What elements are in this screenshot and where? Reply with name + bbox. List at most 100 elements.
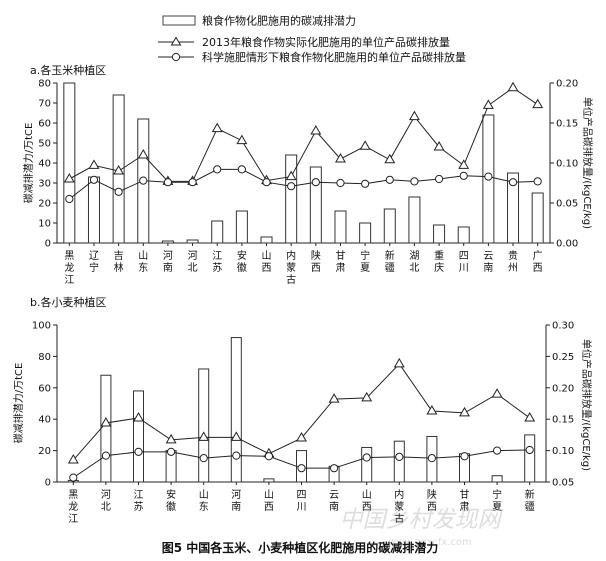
panel-b-right-tick-label: 0.25 bbox=[552, 352, 574, 363]
panel-b-category-label: 新疆 bbox=[525, 488, 535, 513]
panel-b-scientific-point bbox=[493, 446, 502, 455]
panel-a-bar bbox=[383, 208, 396, 244]
panel-a-scientific-point bbox=[434, 174, 444, 184]
panel-a-left-tick-label: 40 bbox=[38, 159, 51, 170]
panel-b-bar bbox=[263, 478, 275, 483]
legend-scientific-label: 科学施肥情形下粮食作物化肥施用的单位产品碳排放量 bbox=[202, 50, 466, 64]
panel-a-scientific-point bbox=[508, 178, 518, 187]
panel-b-actual-point bbox=[133, 411, 144, 422]
figure-caption: 图5 中国各玉米、小麦种植区化肥施用的碳减排潜力 bbox=[162, 540, 439, 555]
watermark-url: www.zgxcfx.com bbox=[388, 537, 472, 548]
panel-b-bar bbox=[198, 368, 210, 483]
panel-b-scientific-point bbox=[69, 473, 78, 482]
panel-b-bar bbox=[491, 475, 503, 483]
panel-b-scientific-point bbox=[525, 445, 534, 455]
panel-a-actual-point bbox=[482, 99, 494, 109]
panel-a-category-label: 山东 bbox=[138, 250, 148, 274]
panel-a-category-label: 云南 bbox=[483, 251, 493, 274]
panel-a-left-axis-label: 碳减排潜力/万tCE bbox=[22, 123, 35, 204]
panel-b-category-label: 云南 bbox=[329, 490, 339, 513]
panel-b-right-tick-label: 0.15 bbox=[552, 415, 574, 426]
panel-a-scientific-point bbox=[385, 175, 394, 184]
panel-b-actual-point bbox=[459, 406, 470, 417]
panel-a-category-label: 辽宁 bbox=[89, 250, 99, 274]
panel-b-left-tick-label: 60 bbox=[38, 383, 51, 394]
panel-b-actual-point bbox=[67, 454, 79, 464]
panel-a-scientific-point bbox=[459, 171, 468, 180]
panel-a-right-axis-label: 单位产品碳排放量/(kgCE/kg) bbox=[581, 97, 594, 229]
panel-a-corn-chart: a.各玉米种植区 碳减排潜力/万tCE 单位产品碳排放量/(kgCE/kg) 0… bbox=[22, 63, 594, 286]
panel-a-left-tick-label: 10 bbox=[38, 219, 51, 230]
panel-a-actual-point bbox=[63, 172, 75, 183]
legend: 粮食作物化肥施用的碳减排潜力 2013年粮食作物实际化肥施用的单位产品碳排放量 … bbox=[158, 14, 466, 64]
panel-a-category-label: 吉林 bbox=[114, 250, 124, 274]
panel-a-category-label: 陕西 bbox=[311, 249, 321, 274]
panel-a-category-label: 内蒙古 bbox=[286, 249, 296, 286]
panel-a-category-label: 黑龙江 bbox=[64, 250, 74, 286]
panel-a-category-label: 江苏 bbox=[212, 250, 222, 274]
panel-a-bar bbox=[87, 176, 100, 244]
panel-b-scientific-point bbox=[297, 464, 306, 473]
panel-a-right-tick-label: 0.00 bbox=[556, 239, 578, 250]
watermark: 中国乡村发现网 www.zgxcfx.com bbox=[340, 507, 504, 548]
panel-a-scientific-line bbox=[69, 168, 538, 200]
panel-a-left-tick-label: 60 bbox=[38, 119, 51, 130]
panel-a-bar bbox=[285, 154, 298, 244]
panel-a-actual-point bbox=[285, 170, 297, 181]
panel-b-actual-point bbox=[165, 433, 177, 444]
panel-b-left-axis-label: 碳减排潜力/万tCE bbox=[12, 363, 25, 444]
panel-b-left-tick-label: 40 bbox=[38, 415, 51, 426]
panel-b-scientific-point bbox=[101, 451, 111, 460]
panel-b-actual-point bbox=[361, 391, 373, 402]
panel-b-bar bbox=[393, 440, 405, 483]
panel-a-actual-line bbox=[69, 87, 538, 182]
panel-b-actual-point bbox=[230, 431, 242, 441]
panel-a-scientific-point bbox=[311, 178, 320, 187]
panel-a-bar bbox=[433, 224, 446, 244]
panel-a-scientific-point bbox=[114, 187, 123, 196]
panel-b-right-tick-label: 0.05 bbox=[552, 478, 574, 489]
panel-a-bar bbox=[211, 220, 224, 244]
panel-a-category-label: 广西 bbox=[533, 250, 543, 274]
panel-a-bar bbox=[260, 236, 273, 244]
panel-a-left-tick-label: 50 bbox=[38, 139, 51, 150]
panel-b-scientific-point bbox=[264, 452, 273, 461]
panel-b-wheat-chart: b.各小麦种植区 碳减排潜力/万tCE 单位产品碳排放量/(kgCE/kg) 0… bbox=[12, 295, 593, 525]
panel-a-category-label: 山西 bbox=[262, 250, 272, 274]
panel-a-actual-point bbox=[433, 140, 445, 151]
panel-a-subtitle: a.各玉米种植区 bbox=[30, 63, 106, 77]
panel-b-right-tick-label: 0.20 bbox=[552, 383, 574, 394]
panel-b-bar bbox=[230, 337, 242, 483]
panel-a-right-tick-label: 0.20 bbox=[556, 79, 578, 90]
panel-b-actual-point bbox=[491, 388, 503, 398]
panel-a-actual-point bbox=[137, 148, 149, 159]
panel-b-bar bbox=[524, 434, 536, 483]
panel-b-category-label: 河南 bbox=[231, 489, 241, 513]
panel-b-scientific-point bbox=[167, 447, 176, 456]
panel-a-bar bbox=[408, 196, 421, 244]
panel-a-scientific-point bbox=[213, 165, 222, 174]
panel-b-category-label: 安徽 bbox=[166, 488, 176, 513]
panel-b-right-tick-label: 0.10 bbox=[552, 446, 574, 457]
panel-a-right-tick-label: 0.10 bbox=[556, 159, 578, 170]
panel-a-bar bbox=[63, 82, 76, 244]
panel-b-bar bbox=[133, 390, 144, 483]
panel-a-bar bbox=[457, 226, 470, 244]
panel-b-actual-point bbox=[328, 393, 340, 403]
panel-b-category-label: 江苏 bbox=[134, 489, 144, 513]
panel-b-scientific-point bbox=[460, 452, 469, 461]
panel-b-left-tick-label: 80 bbox=[38, 352, 51, 363]
panel-a-scientific-point bbox=[262, 178, 271, 187]
panel-b-category-label: 山西 bbox=[362, 489, 372, 513]
panel-a-scientific-point bbox=[533, 177, 542, 186]
panel-a-right-tick-label: 0.15 bbox=[556, 119, 578, 130]
panel-a-actual-point bbox=[359, 140, 371, 150]
panel-a-category-label: 重庆 bbox=[434, 249, 444, 274]
panel-a-category-label: 安徽 bbox=[237, 249, 247, 274]
panel-b-left-tick-label: 20 bbox=[38, 446, 51, 457]
panel-a-category-label: 河南 bbox=[163, 250, 173, 274]
panel-a-scientific-point bbox=[336, 178, 345, 188]
panel-b-scientific-point bbox=[427, 454, 436, 463]
panel-a-scientific-point bbox=[484, 172, 493, 181]
panel-a-actual-point bbox=[88, 159, 100, 169]
